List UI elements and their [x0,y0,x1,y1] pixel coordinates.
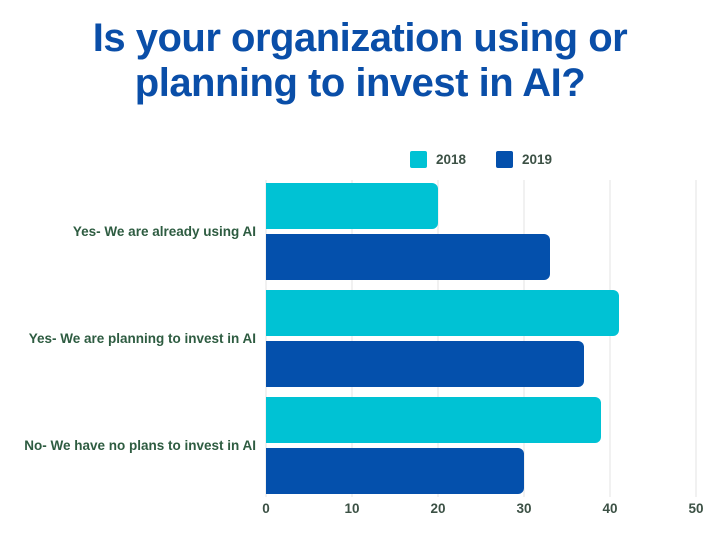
category-label: Yes- We are planning to invest in AI [28,330,256,346]
gridline [609,180,611,497]
bar-2019 [266,448,524,494]
x-tick-label: 50 [688,501,704,516]
x-tick-label: 20 [430,501,446,516]
bar-2018 [266,183,438,229]
x-tick-label: 0 [262,501,270,516]
bars-container [266,183,696,280]
gridline [351,180,353,497]
bar-2019 [266,234,550,280]
bar-group: Yes- We are planning to invest in AI [0,290,696,387]
title-line-2: planning to invest in AI? [134,61,586,106]
bar-groups: Yes- We are already using AI Yes- We are … [0,183,696,504]
bar-2018 [266,290,619,336]
gridline [437,180,439,497]
bar-group: Yes- We are already using AI [0,183,696,280]
legend-label: 2018 [435,151,466,167]
bars-container [266,397,696,494]
legend-item-2019: 2019 [496,150,553,168]
bar-group: No- We have no plans to invest in AI [0,397,696,494]
gridlines [265,180,697,497]
legend: 2018 2019 [266,149,696,169]
gridline [695,180,697,497]
x-tick-label: 40 [602,501,618,516]
x-axis: 0 10 20 30 40 50 [262,501,703,519]
legend-label: 2019 [522,151,553,167]
bars-container [266,290,696,387]
bar-chart: Yes- We are already using AI Yes- We are … [0,180,704,525]
legend-swatch-2018 [409,150,427,168]
x-tick-label: 10 [344,501,360,516]
title-line-1: Is your organization using or [92,16,628,60]
x-tick-label: 30 [516,501,532,516]
legend-item-2018: 2018 [409,150,466,168]
category-label: No- We have no plans to invest in AI [24,437,256,453]
category-label: Yes- We are already using AI [72,223,256,239]
legend-swatch-2019 [496,150,513,168]
gridline [265,180,267,497]
bar-2019 [266,341,585,387]
gridline [523,180,525,497]
bar-2018 [266,397,602,443]
chart-title: Is your organization using or planning to… [0,16,720,106]
